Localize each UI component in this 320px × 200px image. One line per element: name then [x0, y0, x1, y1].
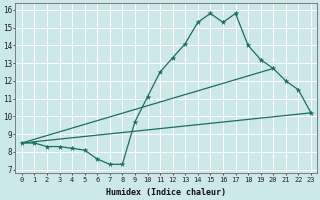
X-axis label: Humidex (Indice chaleur): Humidex (Indice chaleur) [106, 188, 226, 197]
